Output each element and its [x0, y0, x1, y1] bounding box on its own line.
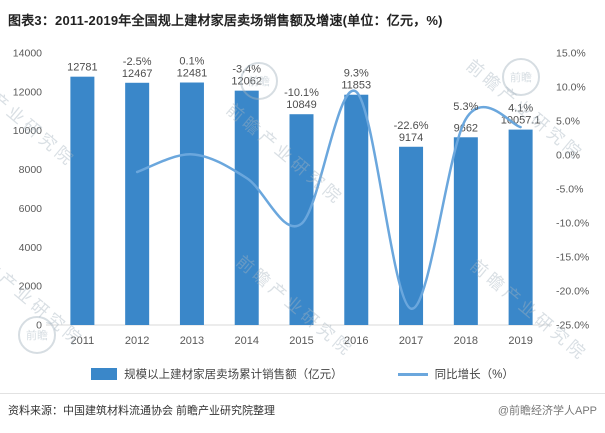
right-axis-tick: -5.0%	[556, 184, 583, 196]
left-axis-tick: 0	[36, 320, 42, 332]
bar-value-label: 12781	[67, 62, 98, 74]
legend-item-bar: 规模以上建材家居卖场累计销售额（亿元）	[91, 366, 343, 382]
right-axis-tick: 15.0%	[556, 48, 586, 60]
growth-line	[135, 89, 522, 310]
bar	[179, 82, 204, 326]
bar	[289, 114, 314, 326]
app-credit: @前瞻经济学人APP	[497, 405, 597, 417]
x-axis-label: 2011	[71, 335, 95, 347]
line-value-label: 5.3%	[453, 101, 478, 113]
right-axis-tick: 0.0%	[556, 150, 580, 162]
x-axis-label: 2014	[234, 335, 258, 347]
legend-bar-label: 规模以上建材家居卖场累计销售额（亿元）	[124, 369, 343, 381]
x-axis-label: 2015	[289, 335, 313, 347]
right-axis-tick: -20.0%	[556, 286, 589, 298]
line-value-label: 4.1%	[508, 103, 533, 115]
right-axis-tick: 5.0%	[556, 116, 580, 128]
left-axis-tick: 12000	[13, 86, 42, 98]
source-note: 资料来源：中国建筑材料流通协会 前瞻产业研究院整理	[8, 405, 276, 417]
bar-value-label: 9174	[399, 132, 423, 144]
right-axis-tick: -10.0%	[556, 218, 589, 230]
x-axis-label: 2018	[454, 335, 478, 347]
bar	[234, 90, 259, 325]
right-axis-tick: -25.0%	[556, 320, 589, 332]
line-value-label: -10.1%	[284, 87, 319, 99]
line-series-swatch	[397, 372, 428, 376]
left-axis-tick: 14000	[13, 48, 42, 60]
footer: 资料来源：中国建筑材料流通协会 前瞻产业研究院整理 @前瞻经济学人APP	[8, 402, 597, 418]
right-axis-tick: -15.0%	[556, 252, 589, 264]
chart-title: 图表3：2011-2019年全国规上建材家居卖场销售额及增速(单位：亿元，%)	[8, 13, 443, 28]
line-value-label: -2.5%	[123, 56, 152, 68]
legend-line-label: 同比增长（%）	[434, 369, 514, 381]
left-axis-tick: 2000	[19, 281, 43, 293]
bar-series-swatch	[91, 368, 118, 380]
left-axis-tick: 10000	[13, 125, 42, 137]
bar	[453, 137, 478, 325]
bar	[508, 129, 533, 325]
bar-value-label: 11853	[341, 80, 371, 92]
line-value-label: -3.4%	[232, 64, 261, 76]
x-axis-label: 2017	[399, 335, 423, 347]
x-axis-label: 2016	[344, 335, 368, 347]
x-axis-label: 2012	[125, 335, 149, 347]
footer-divider	[0, 393, 605, 394]
left-axis-tick: 8000	[19, 164, 43, 176]
bar	[70, 76, 95, 325]
line-value-label: 0.1%	[179, 56, 204, 68]
line-value-label: -22.6%	[394, 120, 429, 132]
legend: 规模以上建材家居卖场累计销售额（亿元） 同比增长（%）	[0, 366, 605, 382]
line-value-label: 9.3%	[344, 68, 369, 80]
legend-item-line: 同比增长（%）	[397, 366, 514, 382]
right-axis-tick: 10.0%	[556, 82, 586, 94]
bar	[344, 94, 369, 326]
bar-value-label: 10057.1	[501, 115, 541, 127]
left-axis-tick: 4000	[19, 242, 43, 254]
left-axis-tick: 6000	[19, 203, 43, 215]
bar-value-label: 9662	[454, 122, 478, 134]
bar-value-label: 10849	[286, 99, 317, 111]
bar-value-label: 12467	[122, 68, 153, 80]
x-axis-label: 2019	[508, 335, 532, 347]
x-axis-label: 2013	[180, 335, 204, 347]
bar-value-label: 12481	[177, 68, 208, 80]
bar	[125, 82, 150, 325]
bar-value-label: 12062	[231, 76, 262, 88]
